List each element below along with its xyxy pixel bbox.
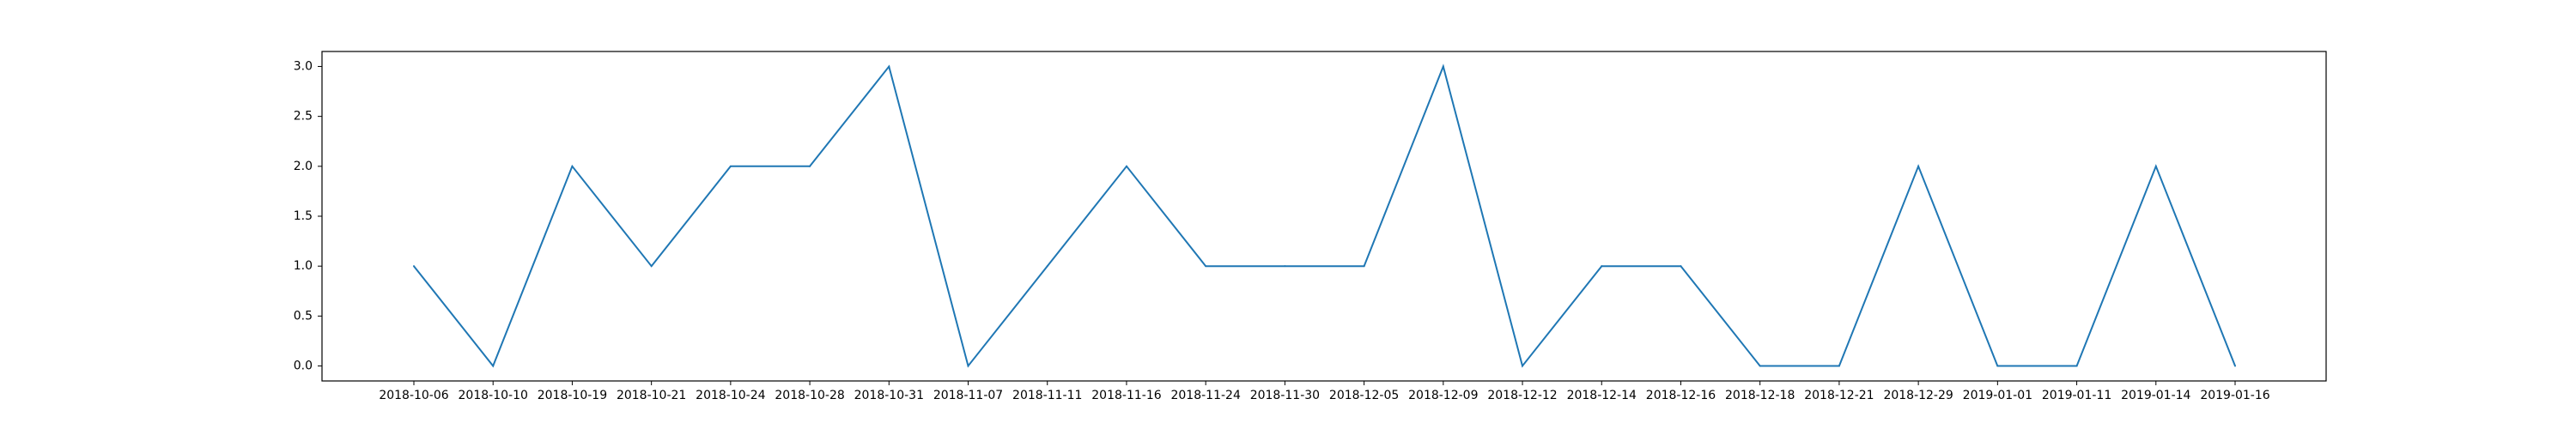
x-tick-label: 2018-11-07	[933, 389, 1003, 402]
data-point	[1125, 165, 1127, 167]
data-point	[1046, 265, 1048, 268]
x-tick-label: 2018-10-19	[538, 389, 607, 402]
x-tick-label: 2018-10-24	[696, 389, 765, 402]
y-axis-ticks: 0.0 0.5 1.0 1.5 2.0 2.5 3.0	[294, 59, 322, 373]
x-tick-label: 2018-11-16	[1091, 389, 1161, 402]
x-tick-label: 2018-12-09	[1408, 389, 1478, 402]
x-tick-label: 2019-01-11	[2042, 389, 2111, 402]
x-tick-label: 2019-01-14	[2121, 389, 2190, 402]
y-tick-label: 0.0	[294, 360, 313, 373]
y-tick-label: 1.5	[294, 209, 313, 223]
y-tick-label: 3.0	[294, 59, 313, 73]
x-tick-label: 2018-10-31	[854, 389, 924, 402]
x-tick-label: 2018-12-21	[1804, 389, 1874, 402]
data-point	[1284, 265, 1286, 268]
data-point	[1205, 265, 1207, 268]
data-point	[492, 365, 495, 367]
y-tick-label: 2.0	[294, 160, 313, 173]
data-point	[1759, 365, 1761, 367]
data-point	[888, 65, 890, 68]
x-tick-label: 2018-12-18	[1725, 389, 1795, 402]
data-point	[1442, 65, 1444, 68]
data-point	[413, 265, 415, 268]
x-tick-label: 2018-12-14	[1567, 389, 1637, 402]
x-tick-label: 2018-10-21	[617, 389, 686, 402]
data-point	[1601, 265, 1603, 268]
series-line	[413, 63, 2236, 368]
y-tick-label: 1.0	[294, 259, 313, 273]
data-point	[729, 165, 732, 167]
data-point	[1996, 365, 1999, 367]
data-point	[967, 365, 969, 367]
x-tick-label: 2018-10-28	[775, 389, 844, 402]
data-point	[1917, 165, 1920, 167]
data-point	[2075, 365, 2078, 367]
x-tick-label: 2019-01-16	[2200, 389, 2269, 402]
x-tick-label: 2018-12-12	[1487, 389, 1557, 402]
x-tick-label: 2018-10-10	[459, 389, 528, 402]
x-tick-label: 2018-12-29	[1883, 389, 1953, 402]
x-tick-label: 2019-01-01	[1963, 389, 2032, 402]
data-point	[571, 165, 574, 167]
y-tick-label: 0.5	[294, 309, 313, 323]
plot-frame	[321, 51, 2327, 382]
y-tick-label: 2.5	[294, 110, 313, 124]
data-point	[1680, 265, 1682, 268]
x-tick-label: 2018-11-24	[1170, 389, 1240, 402]
series-group	[413, 63, 2236, 368]
x-tick-label: 2018-10-06	[379, 389, 448, 402]
data-point	[1522, 365, 1524, 367]
x-tick-label: 2018-11-11	[1012, 389, 1082, 402]
x-tick-label: 2018-11-30	[1250, 389, 1320, 402]
data-point	[650, 265, 653, 268]
x-tick-label: 2018-12-05	[1329, 389, 1399, 402]
data-point	[2234, 365, 2236, 367]
data-point	[1838, 365, 1840, 367]
x-tick-label: 2018-12-16	[1646, 389, 1716, 402]
data-point	[2154, 165, 2157, 167]
data-point	[809, 165, 811, 167]
data-point	[1363, 265, 1365, 268]
x-axis-ticks: 2018-10-06 2018-10-10 2018-10-19 2018-10-21…	[379, 381, 2270, 402]
